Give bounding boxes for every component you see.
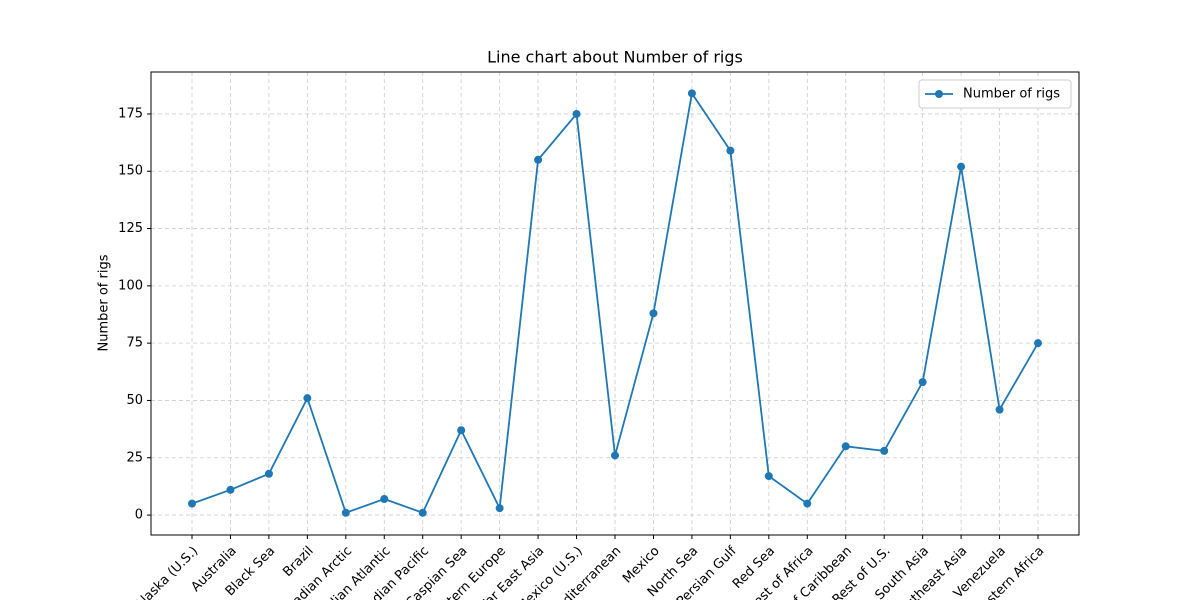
marker bbox=[457, 426, 466, 435]
y-tick-label: 125 bbox=[118, 221, 143, 236]
y-tick-label: 175 bbox=[118, 106, 143, 121]
y-tick-label: 75 bbox=[126, 336, 143, 351]
y-axis-label: Number of rigs bbox=[97, 254, 112, 351]
marker bbox=[534, 155, 543, 164]
marker bbox=[611, 451, 619, 460]
marker bbox=[188, 499, 196, 508]
chart-title: Line chart about Number of rigs bbox=[487, 48, 743, 67]
marker bbox=[226, 485, 235, 494]
plot-frame bbox=[150, 71, 1080, 536]
marker bbox=[841, 442, 850, 451]
y-tick-label: 25 bbox=[126, 450, 143, 465]
marker bbox=[687, 89, 696, 98]
marker bbox=[957, 162, 966, 171]
marker bbox=[264, 469, 273, 478]
legend-marker bbox=[935, 90, 943, 98]
marker bbox=[649, 309, 658, 318]
y-tick-label: 0 bbox=[135, 508, 143, 523]
marker bbox=[495, 504, 504, 513]
legend-label: Number of rigs bbox=[963, 87, 1060, 102]
marker bbox=[764, 472, 773, 481]
marker bbox=[303, 394, 312, 403]
marker bbox=[418, 508, 427, 517]
y-tick-label: 150 bbox=[118, 164, 143, 179]
marker bbox=[1034, 339, 1042, 348]
marker bbox=[803, 499, 812, 508]
marker bbox=[341, 508, 350, 517]
legend-box bbox=[918, 79, 1072, 109]
y-tick-label: 50 bbox=[126, 393, 143, 408]
marker bbox=[572, 109, 581, 118]
y-tick-label: 100 bbox=[118, 278, 143, 293]
marker bbox=[726, 146, 735, 155]
marker bbox=[880, 446, 889, 455]
x-tick-label: Alaska (U.S.) bbox=[132, 544, 201, 600]
marker bbox=[380, 495, 389, 504]
x-tick-label: Brazil bbox=[280, 544, 316, 580]
marker bbox=[918, 378, 927, 387]
marker bbox=[995, 405, 1004, 414]
